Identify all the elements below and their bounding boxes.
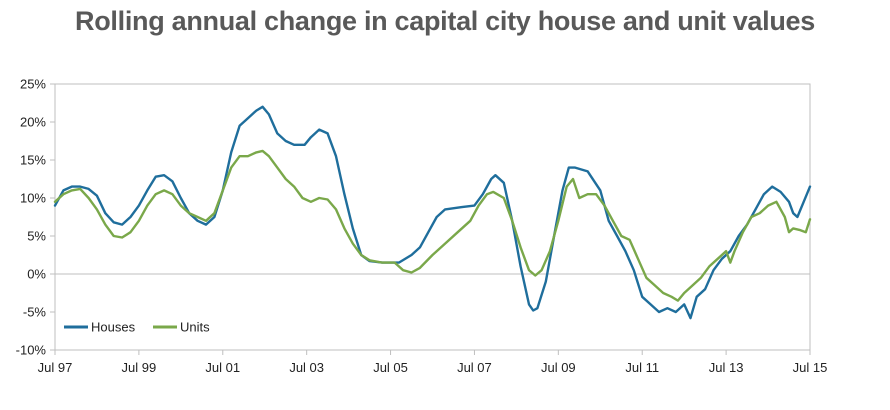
y-tick-label: 25% — [20, 77, 46, 92]
legend-label-units: Units — [180, 320, 210, 335]
x-tick-label: Jul 09 — [541, 360, 576, 375]
x-tick-label: Jul 03 — [289, 360, 324, 375]
chart-title: Rolling annual change in capital city ho… — [75, 6, 815, 36]
plot-area-frame — [54, 83, 811, 351]
x-axis: Jul 97 Jul 99 Jul 01 Jul 03 Jul 05 Jul 07 Jul … — [38, 350, 828, 375]
x-tick-label: Jul 15 — [793, 360, 828, 375]
y-tick-label: -10% — [16, 343, 47, 358]
y-tick-label: 0% — [27, 267, 46, 282]
x-tick-label: Jul 99 — [122, 360, 157, 375]
x-tick-label: Jul 07 — [457, 360, 492, 375]
y-tick-label: 15% — [20, 153, 46, 168]
series-line-units — [53, 149, 812, 302]
series-lines — [53, 105, 812, 320]
x-tick-label: Jul 11 — [625, 360, 659, 375]
y-tick-label: 5% — [27, 229, 46, 244]
x-tick-label: Jul 05 — [373, 360, 408, 375]
y-axis: 25% 20% 15% 10% 5% 0% -5% -10% — [16, 77, 55, 358]
x-tick-label: Jul 97 — [38, 360, 73, 375]
series-line-houses — [53, 105, 812, 320]
x-tick-label: Jul 13 — [709, 360, 744, 375]
x-tick-label: Jul 01 — [205, 360, 240, 375]
legend: Houses Units — [64, 320, 210, 335]
legend-label-houses: Houses — [91, 320, 136, 335]
y-tick-label: 10% — [20, 191, 46, 206]
y-tick-label: 20% — [20, 115, 46, 130]
y-tick-label: -5% — [23, 305, 47, 320]
